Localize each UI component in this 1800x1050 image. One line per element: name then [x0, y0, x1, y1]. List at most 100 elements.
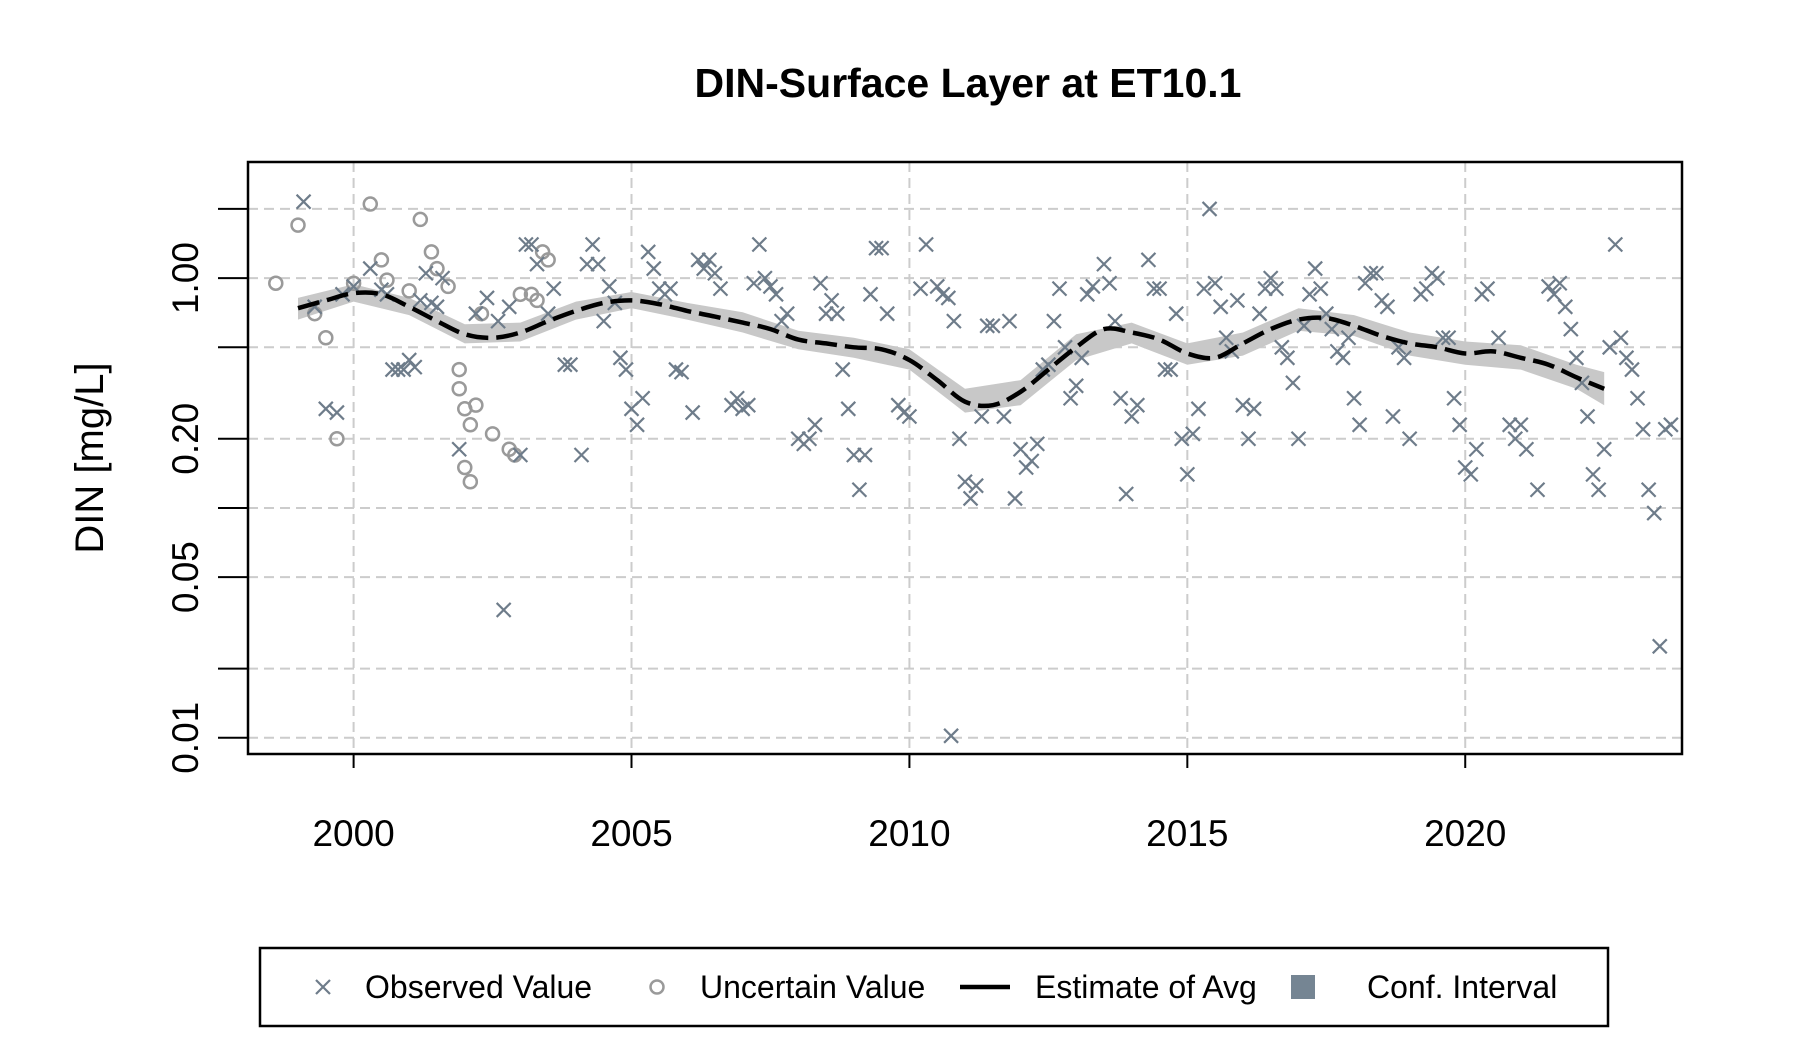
- observed-point: [1268, 280, 1285, 297]
- legend-symbol-observed: [315, 979, 331, 995]
- observed-point: [429, 299, 445, 315]
- observed-point: [529, 256, 545, 272]
- observed-point: [634, 390, 651, 407]
- observed-point: [1046, 313, 1062, 329]
- legend-symbol-uncertain: [649, 979, 665, 995]
- observed-point: [818, 305, 834, 322]
- observed-point: [1501, 417, 1518, 433]
- observed-point: [662, 280, 679, 297]
- observed-point: [1557, 299, 1574, 315]
- observed-point: [1601, 339, 1618, 356]
- observed-point: [1435, 329, 1451, 346]
- observed-point: [1640, 481, 1657, 498]
- observed-point: [1162, 361, 1179, 378]
- observed-point: [912, 280, 929, 297]
- observed-point: [1663, 417, 1679, 433]
- observed-point: [1079, 286, 1096, 303]
- observed-point: [1168, 305, 1184, 322]
- observed-point: [1157, 361, 1173, 378]
- observed-point: [1324, 321, 1340, 337]
- observed-point: [518, 236, 534, 253]
- observed-point: [1590, 481, 1607, 498]
- observed-point: [1229, 292, 1246, 309]
- uncertain-point: [462, 417, 479, 433]
- observed-point: [512, 447, 529, 463]
- observed-point: [1068, 378, 1084, 394]
- y-tick-label: 0.20: [165, 403, 206, 475]
- uncertain-point: [379, 272, 395, 288]
- observed-point: [1140, 252, 1157, 268]
- observed-point: [295, 193, 312, 210]
- observed-point: [306, 299, 323, 315]
- observed-point: [740, 397, 757, 413]
- observed-point: [834, 361, 851, 378]
- observed-point: [1001, 313, 1018, 329]
- observed-point: [1440, 329, 1457, 346]
- observed-point: [434, 270, 451, 286]
- plot-frame: [246, 160, 1684, 756]
- observed-point: [962, 490, 979, 507]
- observed-point: [918, 236, 934, 253]
- observed-point: [601, 278, 618, 295]
- observed-point: [1385, 408, 1401, 425]
- observed-point: [1546, 286, 1562, 303]
- observed-point: [1346, 390, 1362, 407]
- x-tick-label: 2000: [312, 813, 394, 854]
- observed-point: [1624, 361, 1640, 378]
- observed-point: [1362, 265, 1379, 282]
- observed-point: [946, 313, 962, 329]
- observed-point: [1023, 453, 1040, 469]
- uncertain-point: [462, 474, 479, 490]
- observed-point: [857, 447, 873, 463]
- observed-point: [729, 390, 745, 407]
- observed-point: [1513, 417, 1529, 433]
- observed-point: [1179, 466, 1196, 483]
- observed-point: [943, 728, 959, 744]
- uncertain-point: [451, 361, 467, 378]
- observed-point: [701, 252, 718, 268]
- observed-point: [1540, 278, 1557, 295]
- observed-point: [1451, 417, 1468, 433]
- observed-point: [1251, 305, 1268, 322]
- observed-point: [1490, 329, 1507, 346]
- observed-point: [1312, 280, 1329, 297]
- observed-point: [1274, 339, 1290, 356]
- observed-point: [779, 305, 795, 322]
- uncertain-point: [440, 278, 456, 295]
- observed-point: [1190, 401, 1207, 417]
- observed-point: [773, 313, 790, 329]
- observed-point: [829, 305, 845, 322]
- legend-label: Observed Value: [365, 969, 592, 1005]
- chart-title: DIN-Surface Layer at ET10.1: [695, 60, 1242, 106]
- observed-point: [707, 265, 723, 282]
- legend-label: Estimate of Avg: [1035, 969, 1257, 1005]
- observed-point: [879, 305, 895, 322]
- observed-point: [1279, 350, 1296, 366]
- uncertain-point: [268, 275, 284, 291]
- observed-point: [1301, 286, 1318, 303]
- observed-point: [690, 252, 706, 268]
- observed-point: [862, 286, 879, 303]
- y-axis-label: DIN [mg/L]: [68, 362, 112, 553]
- observed-point: [1085, 278, 1101, 295]
- observed-point: [490, 313, 506, 329]
- uncertain-point: [512, 286, 529, 303]
- observed-point: [1479, 280, 1496, 297]
- observed-point: [951, 430, 968, 447]
- observed-point: [1196, 280, 1212, 297]
- observed-point: [562, 356, 579, 373]
- confidence-band-area: [298, 284, 1605, 413]
- observed-point: [1101, 275, 1118, 291]
- observed-point: [1129, 397, 1146, 413]
- observed-point: [540, 305, 556, 322]
- observed-point: [840, 401, 857, 417]
- observed-point: [1446, 390, 1462, 407]
- observed-point: [390, 361, 406, 378]
- legend-label: Conf. Interval: [1367, 969, 1557, 1005]
- observed-point: [746, 275, 762, 291]
- observed-point: [868, 240, 884, 256]
- observed-point: [1151, 280, 1168, 297]
- observed-point: [1262, 270, 1279, 286]
- uncertain-point: [318, 330, 334, 346]
- observed-point: [1235, 397, 1251, 413]
